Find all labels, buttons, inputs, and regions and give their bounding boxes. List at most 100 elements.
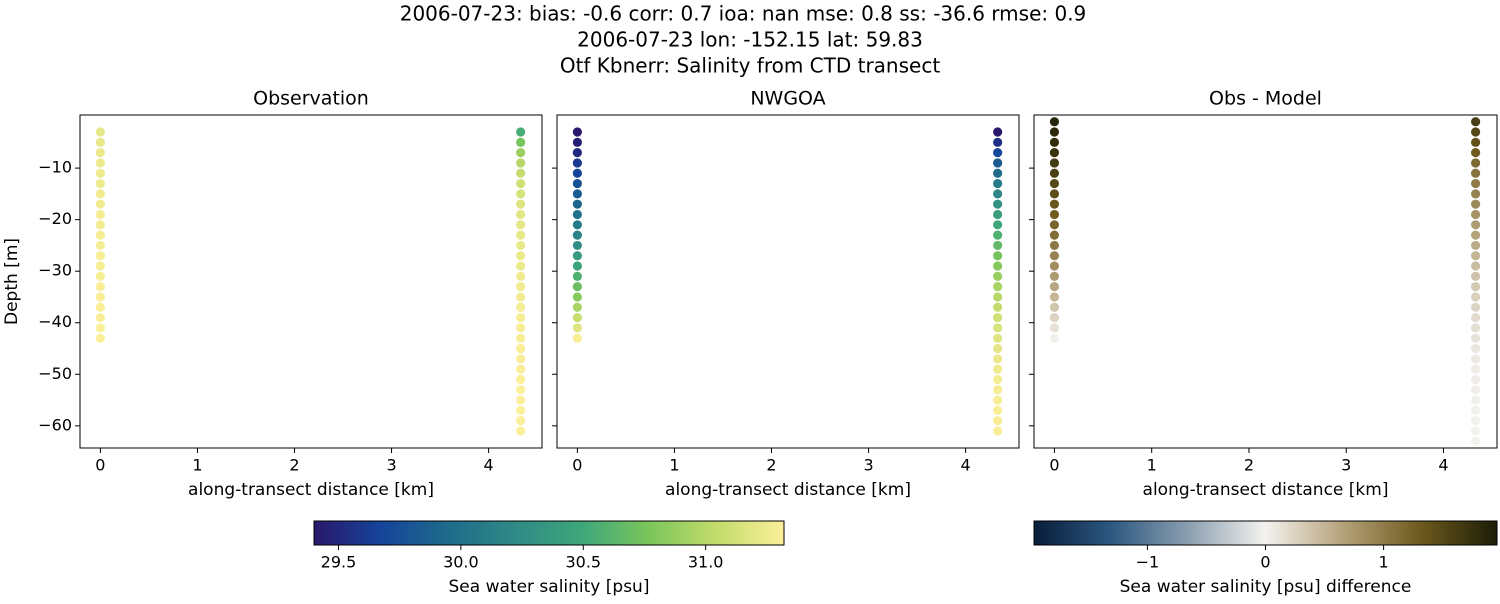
data-point bbox=[1049, 168, 1060, 178]
data-point bbox=[1049, 251, 1060, 261]
data-point bbox=[572, 168, 582, 178]
data-point bbox=[95, 168, 105, 178]
data-point bbox=[1049, 302, 1060, 312]
data-point bbox=[993, 209, 1003, 220]
x-tick-label: 0 bbox=[95, 456, 105, 475]
data-point bbox=[1471, 354, 1481, 364]
colorbar bbox=[313, 520, 785, 546]
data-point bbox=[1471, 343, 1481, 354]
data-point bbox=[993, 312, 1003, 323]
x-tick-label: 3 bbox=[386, 456, 396, 475]
data-point bbox=[95, 209, 105, 220]
data-point bbox=[1471, 385, 1481, 395]
x-axis-label: along-transect distance [km] bbox=[1143, 480, 1389, 500]
data-point bbox=[993, 385, 1003, 395]
panel-title: NWGOA bbox=[750, 88, 825, 110]
data-point bbox=[95, 148, 105, 158]
data-point bbox=[993, 148, 1003, 158]
data-point bbox=[1049, 312, 1060, 323]
data-point bbox=[516, 343, 526, 354]
data-point bbox=[1471, 117, 1481, 127]
data-point bbox=[1471, 220, 1481, 230]
data-point bbox=[993, 292, 1003, 302]
data-point bbox=[1471, 209, 1481, 220]
data-point bbox=[1049, 282, 1060, 292]
data-point bbox=[993, 343, 1003, 354]
x-tick-label: 2 bbox=[766, 456, 776, 475]
x-tick-label: 0 bbox=[1049, 456, 1059, 475]
data-point bbox=[993, 416, 1003, 426]
data-point bbox=[1471, 168, 1481, 178]
data-point bbox=[1471, 416, 1481, 426]
colorbar bbox=[1033, 520, 1498, 546]
data-point bbox=[1471, 251, 1481, 261]
data-point bbox=[516, 189, 526, 199]
data-point bbox=[95, 282, 105, 292]
panel-title: Observation bbox=[253, 88, 369, 110]
data-point bbox=[1049, 261, 1060, 271]
data-point bbox=[993, 220, 1003, 230]
data-point bbox=[572, 199, 582, 209]
x-tick-label: 3 bbox=[863, 456, 873, 475]
data-point bbox=[1471, 323, 1481, 333]
data-point bbox=[95, 323, 105, 333]
x-tick-label: 4 bbox=[1438, 456, 1448, 475]
y-tick-label: −20 bbox=[38, 209, 72, 228]
data-point bbox=[1471, 302, 1481, 312]
figure-title: 2006-07-23: bias: -0.6 corr: 0.7 ioa: na… bbox=[400, 2, 1087, 26]
data-point bbox=[993, 323, 1003, 333]
data-point bbox=[516, 230, 526, 240]
data-point bbox=[1471, 178, 1481, 189]
data-point bbox=[993, 426, 1003, 436]
data-point bbox=[993, 127, 1003, 137]
x-tick-label: 1 bbox=[1147, 456, 1157, 475]
data-point bbox=[95, 333, 105, 343]
data-point bbox=[1471, 282, 1481, 292]
data-point bbox=[1049, 117, 1060, 127]
data-point bbox=[516, 251, 526, 261]
data-point bbox=[1049, 323, 1060, 333]
colorbar-tick-label: 29.5 bbox=[321, 553, 357, 572]
data-point bbox=[1049, 240, 1060, 251]
data-point bbox=[993, 240, 1003, 251]
data-point bbox=[993, 189, 1003, 199]
data-point bbox=[516, 374, 526, 385]
data-point bbox=[1471, 436, 1481, 446]
data-point bbox=[516, 292, 526, 302]
data-point bbox=[516, 158, 526, 168]
data-point bbox=[516, 405, 526, 415]
x-tick-label: 1 bbox=[192, 456, 202, 475]
data-point bbox=[1471, 230, 1481, 240]
x-tick-label: 3 bbox=[1341, 456, 1351, 475]
data-point bbox=[516, 220, 526, 230]
data-point bbox=[1049, 158, 1060, 168]
data-point bbox=[572, 261, 582, 271]
data-point bbox=[95, 199, 105, 209]
data-point bbox=[1049, 292, 1060, 302]
y-tick-label: −60 bbox=[38, 415, 72, 434]
data-point bbox=[1049, 333, 1060, 343]
data-point bbox=[95, 302, 105, 312]
data-point bbox=[1471, 395, 1481, 405]
data-point bbox=[95, 230, 105, 240]
data-point bbox=[95, 251, 105, 261]
data-point bbox=[516, 137, 526, 147]
data-point bbox=[516, 395, 526, 405]
data-point bbox=[516, 148, 526, 158]
data-point bbox=[572, 251, 582, 261]
x-axis-label: along-transect distance [km] bbox=[188, 480, 434, 500]
data-point bbox=[572, 230, 582, 240]
colorbar-tick-label: 30.0 bbox=[443, 553, 479, 572]
data-point bbox=[516, 426, 526, 436]
data-point bbox=[516, 127, 526, 137]
data-point bbox=[1049, 220, 1060, 230]
data-point bbox=[572, 292, 582, 302]
data-point bbox=[1049, 189, 1060, 199]
data-point bbox=[1471, 261, 1481, 271]
data-point bbox=[993, 261, 1003, 271]
data-point bbox=[516, 282, 526, 292]
colorbar-label: Sea water salinity [psu] bbox=[449, 577, 650, 597]
data-point bbox=[993, 230, 1003, 240]
